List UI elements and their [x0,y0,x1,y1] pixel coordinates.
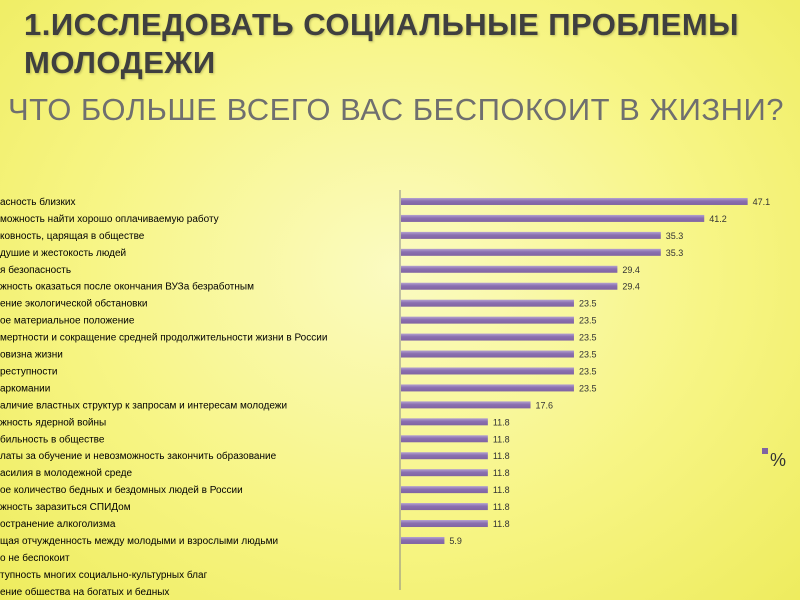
bar [401,197,748,205]
bar [401,333,574,341]
category-label: аличие властных структур к запросам и ин… [0,400,287,411]
category-label: я безопасность [0,264,71,276]
category-label: можность найти хорошо оплачиваемую работ… [0,213,219,225]
category-label: ение экологической обстановки [0,298,147,310]
category-label: ение общества на богатых и бедных [0,586,169,595]
bar [401,350,574,358]
bar [401,469,488,477]
bar [401,401,531,409]
category-label: ковность, царящая в обществе [0,230,145,242]
bar [401,265,618,273]
bar [401,536,445,544]
bar [401,486,488,494]
bar [401,282,618,290]
category-label: щая отчужденность между молодыми и взрос… [0,536,278,547]
legend-label: % [770,450,786,470]
value-label: 11.8 [493,485,510,495]
value-label: 23.5 [579,366,597,376]
category-label: остранение алкоголизма [0,519,116,530]
value-label: 11.8 [493,519,510,529]
value-label: 11.8 [493,451,510,461]
slide-title-text: 1.ИССЛЕДОВАТЬ СОЦИАЛЬНЫЕ ПРОБЛЕМЫ МОЛОДЕ… [24,7,740,80]
bar [401,418,488,426]
bar [401,367,574,375]
value-label: 29.4 [622,282,640,292]
slide-title: 1.ИССЛЕДОВАТЬ СОЦИАЛЬНЫЕ ПРОБЛЕМЫ МОЛОДЕ… [24,6,800,82]
value-label: 29.4 [622,265,640,275]
category-label: овизна жизни [0,350,63,361]
category-label: о не беспокоит [0,552,70,564]
category-label: ое материальное положение [0,316,135,327]
bars-layer: асность близких 47.1 можность найти хорошо… [0,196,770,595]
category-label: реступности [0,366,57,377]
category-label: мертности и сокращение средней продолжит… [0,333,327,344]
category-label: асность близких [0,196,75,208]
bar [401,248,661,256]
value-label: 23.5 [579,316,597,326]
bar [401,214,705,222]
value-label: 35.3 [666,231,684,241]
bar [401,503,488,511]
category-label: тупность многих социально-культурных бла… [0,569,208,581]
value-label: 11.8 [493,434,510,444]
legend: % [762,448,786,470]
value-label: 11.8 [493,468,510,478]
bar [401,384,574,392]
bar [401,435,488,443]
bar [401,452,488,460]
category-label: жность заразиться СПИДом [0,502,131,513]
value-label: 23.5 [579,333,597,343]
bar-chart: асность близких 47.1 можность найти хорошо… [0,190,786,595]
legend-swatch-icon [762,448,768,454]
category-label: аркомании [0,383,50,394]
bar [401,520,488,528]
category-label: душие и жестокость людей [0,248,126,259]
slide-subtitle: ЧТО БОЛЬШЕ ВСЕГО ВАС БЕСПОКОИТ В ЖИЗНИ? [8,88,784,132]
category-label: жность оказаться после окончания ВУЗа бе… [0,281,254,293]
category-label: ое количество бедных и бездомных людей в… [0,484,243,496]
category-label: жность ядерной войны [0,417,106,428]
value-label: 23.5 [579,299,597,309]
value-label: 5.9 [449,536,462,546]
bar [401,299,574,307]
category-label: асилия в молодежной среде [0,468,133,479]
bar [401,231,661,239]
category-label: бильность в обществе [0,433,105,445]
value-label: 11.8 [493,417,510,427]
value-label: 11.8 [493,502,510,512]
category-label: латы за обучение и невозможность закончи… [0,450,277,462]
value-label: 41.2 [709,214,727,224]
value-label: 17.6 [536,400,554,410]
value-label: 23.5 [579,350,597,360]
value-label: 35.3 [666,248,684,258]
slide-subtitle-text: ЧТО БОЛЬШЕ ВСЕГО ВАС БЕСПОКОИТ В ЖИЗНИ? [8,92,784,127]
bar [401,316,574,324]
value-label: 23.5 [579,383,597,393]
value-label: 47.1 [753,197,771,207]
